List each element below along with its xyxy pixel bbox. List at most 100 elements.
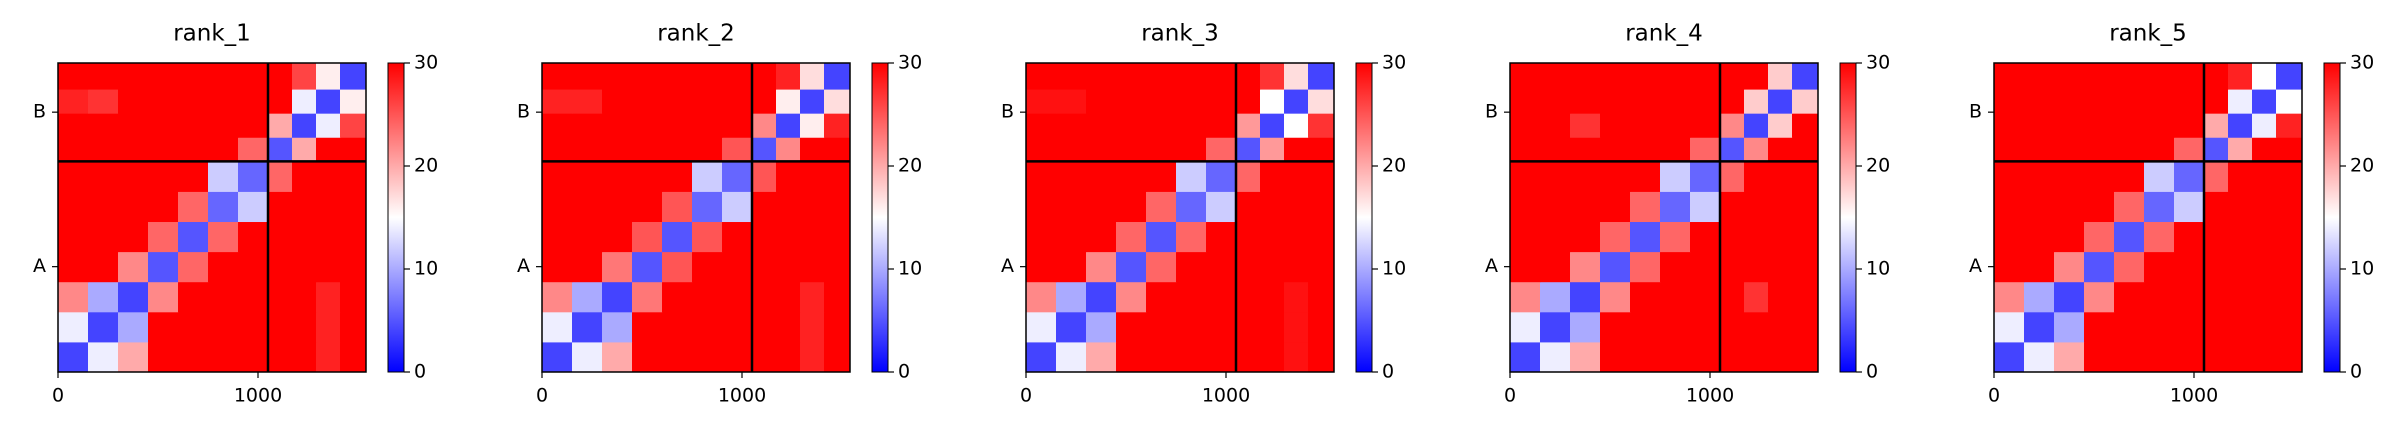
heatmap-cell	[2276, 251, 2303, 283]
heatmap-cell	[2252, 161, 2277, 192]
heatmap-cell	[2228, 191, 2253, 223]
heatmap-cell	[1284, 89, 1309, 114]
heatmap-cell	[292, 63, 317, 90]
heatmap-cell	[2204, 161, 2229, 192]
heatmap-cell	[1260, 191, 1285, 223]
heatmap-cell	[208, 89, 239, 114]
heatmap-cell	[148, 137, 179, 162]
heatmap-cell	[692, 137, 723, 162]
heatmap-cell	[1540, 113, 1571, 138]
heatmap-cell	[572, 281, 603, 313]
heatmap-cell	[2174, 311, 2205, 343]
heatmap-cell	[1086, 341, 1117, 373]
heatmap-cell	[662, 221, 693, 253]
heatmap-cell	[542, 221, 573, 253]
colorbar-tick-label: 20	[1382, 155, 1406, 177]
x-tick-label: 1000	[718, 385, 766, 407]
heatmap-cell	[1206, 137, 1237, 162]
heatmap-cell	[2144, 89, 2175, 114]
heatmap-cell	[2114, 221, 2145, 253]
heatmap-cell	[2024, 281, 2055, 313]
heatmap-cell	[148, 191, 179, 223]
heatmap-cell	[776, 63, 801, 90]
heatmap-cell	[800, 341, 825, 373]
heatmap-cell	[2252, 251, 2277, 283]
heatmap-cell	[632, 137, 663, 162]
heatmap-cell	[1570, 89, 1601, 114]
heatmap-cell	[2054, 221, 2085, 253]
heatmap-cell	[2024, 191, 2055, 223]
heatmap-cell	[692, 251, 723, 283]
heatmap-cell	[2204, 63, 2229, 90]
heatmap-cell	[800, 89, 825, 114]
colorbar-tick-label: 30	[414, 52, 438, 74]
x-tick-label: 0	[1988, 385, 2000, 407]
heatmap-cell	[2276, 191, 2303, 223]
heatmap-cell	[2252, 137, 2277, 162]
heatmap-cell	[2228, 221, 2253, 253]
heatmap-cell	[1176, 311, 1207, 343]
heatmap-cell	[1176, 89, 1207, 114]
heatmap-cell	[1720, 221, 1745, 253]
heatmap-cell	[776, 341, 801, 373]
heatmap-cell	[238, 161, 269, 192]
colorbar-tick-label: 30	[2350, 52, 2374, 74]
heatmap-cell	[752, 341, 777, 373]
heatmap-cell	[1570, 221, 1601, 253]
heatmap-cell	[1768, 251, 1793, 283]
heatmap-cell	[2054, 191, 2085, 223]
heatmap-cell	[2174, 281, 2205, 313]
heatmap-cell	[572, 341, 603, 373]
heatmap-cell	[316, 281, 341, 313]
heatmap-cell	[2276, 113, 2303, 138]
heatmap-cell	[1284, 191, 1309, 223]
heatmap-cell	[2252, 191, 2277, 223]
heatmap-cell	[1236, 221, 1261, 253]
heatmap-cell	[2024, 137, 2055, 162]
heatmap-cell	[824, 191, 851, 223]
heatmap-cell	[2024, 63, 2055, 90]
heatmap-cell	[1206, 311, 1237, 343]
heatmap-cell	[340, 191, 367, 223]
heatmap-cell	[208, 113, 239, 138]
heatmap-cell	[2144, 251, 2175, 283]
heatmap-cell	[824, 113, 851, 138]
heatmap-cell	[2114, 161, 2145, 192]
heatmap-cell	[340, 89, 367, 114]
heatmap-cell	[2174, 89, 2205, 114]
heatmap-cell	[662, 137, 693, 162]
heatmap-cell	[2114, 63, 2145, 90]
heatmap-cell	[238, 311, 269, 343]
heatmap-cell	[1308, 341, 1335, 373]
heatmap-cell	[2276, 221, 2303, 253]
heatmap-cell	[1308, 191, 1335, 223]
heatmap-cell	[722, 311, 753, 343]
heatmap-cell	[1570, 63, 1601, 90]
heatmap-cell	[1792, 137, 1819, 162]
heatmap-cell	[2114, 137, 2145, 162]
heatmap-cell	[572, 113, 603, 138]
heatmap-cell	[692, 311, 723, 343]
heatmap-cell	[692, 89, 723, 114]
heatmap-cell	[1260, 89, 1285, 114]
heatmap-cell	[2228, 311, 2253, 343]
heatmap-cell	[1994, 281, 2025, 313]
heatmap-cell	[2024, 161, 2055, 192]
heatmap-cell	[1570, 341, 1601, 373]
heatmap-cell	[2174, 137, 2205, 162]
colorbar	[2323, 62, 2341, 373]
heatmap-cell	[2084, 311, 2115, 343]
heatmap-cell	[1690, 191, 1721, 223]
heatmap-cell	[1792, 311, 1819, 343]
heatmap-cell	[1630, 221, 1661, 253]
heatmap-cell	[1176, 161, 1207, 192]
heatmap-cell	[1176, 281, 1207, 313]
heatmap-cell	[88, 221, 119, 253]
heatmap-cell	[118, 311, 149, 343]
heatmap-cell	[2174, 191, 2205, 223]
heatmap-cell	[58, 281, 89, 313]
heatmap-cell	[2114, 251, 2145, 283]
heatmap-cell	[2174, 63, 2205, 90]
panel-title: rank_3	[1141, 21, 1219, 47]
heatmap-cell	[208, 191, 239, 223]
